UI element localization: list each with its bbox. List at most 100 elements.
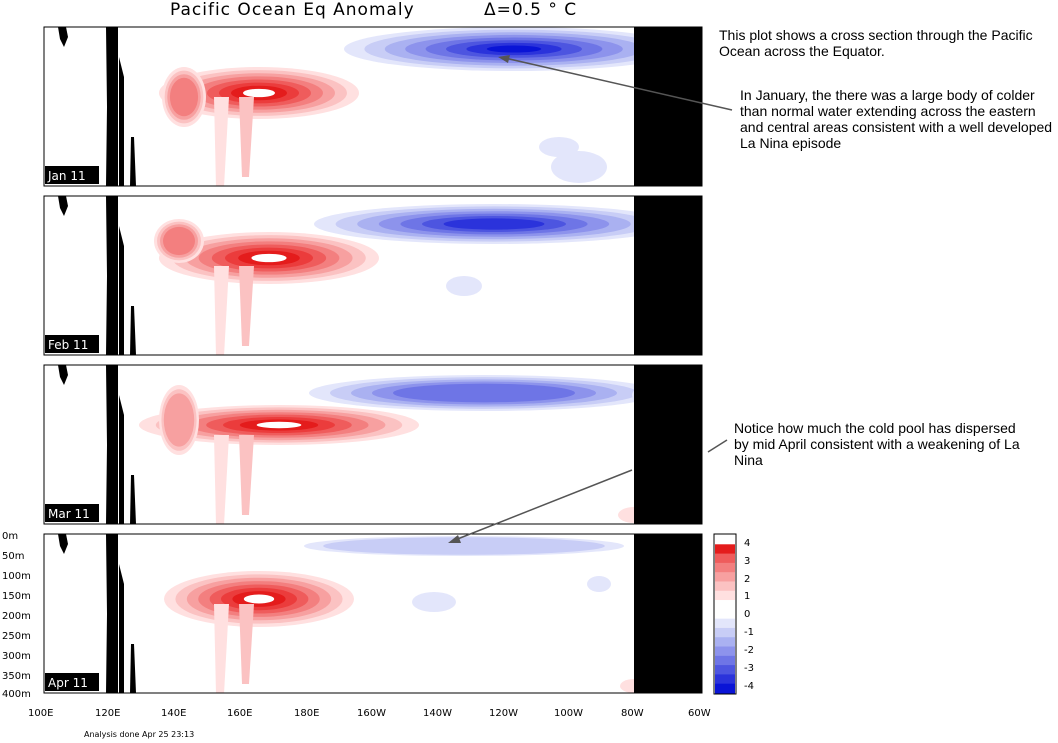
- legend-swatch-3: [715, 562, 735, 573]
- panel-label: Apr 11: [48, 676, 88, 690]
- warm-anomaly-1-level-2: [163, 393, 195, 447]
- land-sumatra: [58, 365, 68, 385]
- land-borneo: [106, 196, 118, 355]
- legend-swatch-2: [715, 553, 735, 564]
- panel-label-group: Feb 11: [45, 335, 99, 353]
- contour-interval: Δ=0.5 ° C: [484, 0, 578, 20]
- warm-tongue-2: [239, 97, 254, 177]
- color-legend: 4 3 2 1 0 -1 -2 -3 -4: [713, 533, 754, 695]
- legend-swatch-1: [715, 544, 735, 555]
- land-sumatra: [58, 534, 68, 554]
- y-tick-100m: 100m: [2, 571, 31, 582]
- land-americas: [634, 534, 702, 693]
- panel-label-bg: [45, 335, 99, 353]
- land-strip: [119, 226, 124, 355]
- y-tick-350m: 350m: [2, 671, 31, 682]
- x-tick-180E: 180E: [294, 708, 319, 719]
- cold-anomaly-2-level-0: [539, 137, 579, 157]
- y-tick-50m: 50m: [2, 551, 24, 562]
- cold-anomaly-0-level-4: [393, 383, 575, 403]
- panel-feb-11: [44, 196, 702, 355]
- arrow-head-april: [448, 535, 461, 543]
- land-sumatra: [58, 27, 68, 47]
- land-borneo: [106, 365, 118, 524]
- panel-label-bg: [45, 166, 99, 184]
- warm-anomaly-0-level-7: [256, 421, 302, 429]
- land-island: [130, 306, 136, 355]
- annotation-april: Notice how much the cold pool has disper…: [734, 420, 1020, 468]
- warm-tongue-2: [239, 266, 254, 346]
- cold-anomaly-0-level-6: [443, 218, 545, 230]
- x-tick-100E: 100E: [28, 708, 53, 719]
- panel-label: Mar 11: [48, 507, 90, 521]
- panel-field: [58, 196, 702, 355]
- legend-swatch-9: [715, 618, 735, 629]
- land-americas: [634, 196, 702, 355]
- panel-label: Jan 11: [47, 169, 86, 183]
- x-tick-160W: 160W: [357, 708, 386, 719]
- legend-swatch-7: [715, 600, 735, 610]
- annotation-arrows: [448, 55, 733, 543]
- land-borneo: [106, 534, 118, 693]
- legend-swatch-16: [715, 683, 735, 694]
- x-tick-120W: 120W: [489, 708, 518, 719]
- land-borneo: [106, 27, 118, 186]
- chart-title: Pacific Ocean Eq Anomaly: [170, 0, 415, 20]
- y-tick-300m: 300m: [2, 651, 31, 662]
- legend-label-0: 0: [744, 609, 750, 620]
- panel-label-group: Apr 11: [45, 673, 99, 691]
- land-island: [130, 475, 136, 524]
- legend-swatch-8: [715, 609, 735, 620]
- land-strip: [119, 564, 124, 693]
- land-island: [130, 137, 136, 186]
- legend-swatch-14: [715, 665, 735, 675]
- legend-swatch-6: [715, 590, 735, 601]
- warm-anomaly-0-level-7: [243, 594, 275, 604]
- warm-tongue: [214, 604, 229, 693]
- y-tick-250m: 250m: [2, 631, 31, 642]
- legend-swatch-11: [715, 637, 735, 648]
- panel-jan-11: [44, 27, 702, 186]
- x-tick-60W: 60W: [688, 708, 711, 719]
- land-island: [130, 644, 136, 693]
- panel-label-group: Jan 11: [45, 166, 99, 184]
- warm-tongue-2: [239, 604, 254, 684]
- legend-label-neg4: -4: [744, 681, 754, 692]
- panel-field: [58, 534, 702, 693]
- panel-border: [43, 364, 703, 525]
- legend-label-neg3: -3: [744, 663, 754, 674]
- arrow-january: [504, 57, 733, 111]
- legend-label-neg1: -1: [744, 627, 754, 638]
- land-americas: [634, 27, 702, 186]
- warm-anomaly-0-level-7: [243, 88, 275, 98]
- cold-anomaly-1-level-0: [551, 151, 607, 183]
- land-strip: [119, 395, 124, 524]
- panel-border: [43, 533, 703, 694]
- land-americas: [634, 365, 702, 524]
- annotation-intro: This plot shows a cross section through …: [719, 27, 1033, 59]
- legend-label-1: 1: [744, 591, 750, 602]
- legend-label-4: 4: [744, 538, 750, 549]
- panel-label-bg: [45, 504, 99, 522]
- legend-label-3: 3: [744, 556, 750, 567]
- analysis-timestamp: Analysis done Apr 25 23:13: [84, 730, 195, 739]
- legend-swatch-10: [715, 627, 735, 638]
- land-sumatra: [58, 196, 68, 216]
- legend-swatch-15: [715, 674, 735, 685]
- x-tick-140E: 140E: [161, 708, 186, 719]
- x-tick-140W: 140W: [423, 708, 452, 719]
- cold-anomaly-2-level-0: [587, 576, 611, 592]
- panel-label-group: Mar 11: [45, 504, 99, 522]
- warm-tongue: [214, 97, 229, 186]
- panel-mar-11: [44, 365, 702, 524]
- legend-label-2: 2: [744, 574, 750, 585]
- legend-swatch-4: [715, 572, 735, 582]
- cold-anomaly-0-level-7: [486, 45, 542, 53]
- panel-field: [58, 365, 702, 524]
- panel-border: [43, 26, 703, 187]
- x-tick-80W: 80W: [621, 708, 644, 719]
- legend-label-neg2: -2: [744, 645, 754, 656]
- x-tick-160E: 160E: [227, 708, 252, 719]
- x-tick-120E: 120E: [95, 708, 120, 719]
